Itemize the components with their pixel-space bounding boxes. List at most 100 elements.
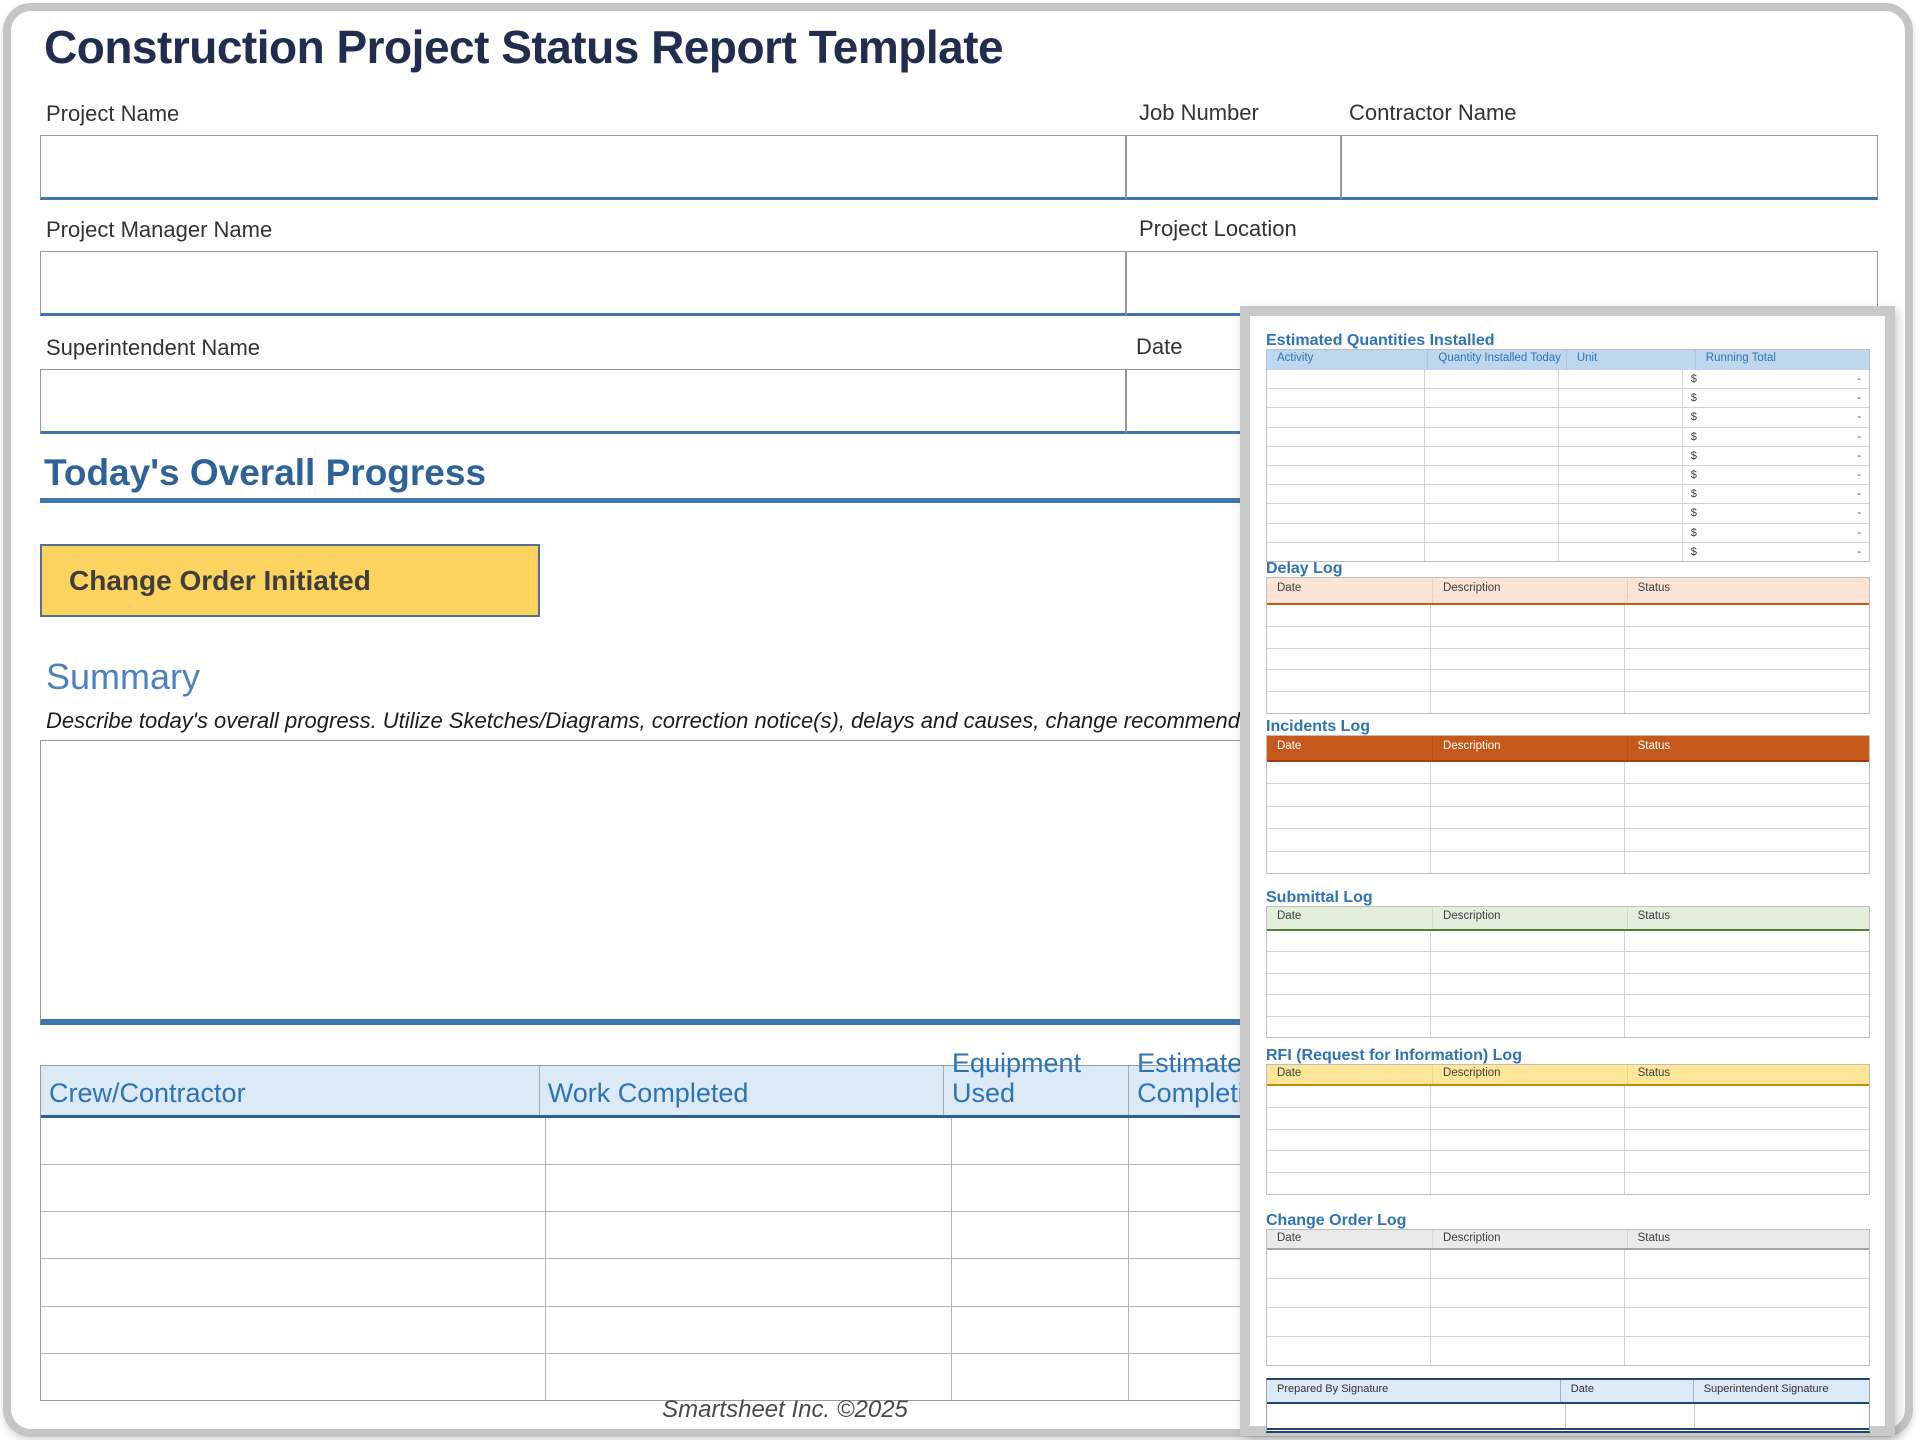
table-cell[interactable] <box>1559 427 1683 446</box>
table-cell[interactable] <box>1431 806 1626 829</box>
table-cell[interactable] <box>1625 605 1869 626</box>
table-cell[interactable] <box>1625 1130 1869 1151</box>
table-cell[interactable] <box>1425 542 1559 561</box>
table-cell[interactable] <box>1267 370 1425 389</box>
table-cell[interactable] <box>1267 605 1432 626</box>
table-cell[interactable] <box>1625 692 1869 713</box>
table-cell[interactable] <box>1559 446 1683 465</box>
table-cell[interactable]: $ - <box>1683 543 1869 561</box>
table-cell[interactable] <box>1267 1250 1432 1278</box>
table-cell[interactable] <box>1559 408 1683 427</box>
table-cell[interactable] <box>1431 1173 1626 1194</box>
table-cell[interactable]: $ - <box>1683 504 1869 522</box>
table-cell[interactable] <box>1559 504 1683 523</box>
table-cell[interactable] <box>1625 931 1869 951</box>
table-cell[interactable] <box>1625 829 1869 850</box>
table-cell[interactable] <box>1431 626 1626 648</box>
table-cell[interactable] <box>1431 1107 1626 1129</box>
table-cell[interactable] <box>1559 465 1683 485</box>
table-cell[interactable] <box>1431 973 1626 995</box>
table-cell[interactable] <box>1625 762 1869 783</box>
table-cell[interactable] <box>1431 605 1626 626</box>
table-cell[interactable] <box>1625 1337 1869 1365</box>
table-cell[interactable] <box>1625 807 1869 828</box>
table-cell[interactable] <box>1431 1151 1626 1173</box>
table-cell[interactable] <box>1431 952 1626 973</box>
table-cell[interactable] <box>1431 1129 1626 1151</box>
table-cell[interactable] <box>1267 1151 1432 1173</box>
table-cell[interactable] <box>41 1212 546 1259</box>
table-cell[interactable] <box>952 1353 1129 1400</box>
table-cell[interactable] <box>1625 1279 1869 1307</box>
table-cell[interactable] <box>1625 974 1869 994</box>
table-cell[interactable] <box>1267 408 1425 427</box>
table-cell[interactable] <box>1431 829 1626 851</box>
table-cell[interactable] <box>546 1259 952 1306</box>
table-cell[interactable] <box>546 1118 952 1165</box>
table-cell[interactable] <box>1267 973 1432 995</box>
table-cell[interactable] <box>1267 829 1432 851</box>
table-cell[interactable]: $ - <box>1683 524 1869 542</box>
table-cell[interactable] <box>1559 542 1683 561</box>
table-cell[interactable] <box>1267 504 1425 523</box>
job-number-input[interactable] <box>1126 135 1341 200</box>
table-cell[interactable]: $ - <box>1683 370 1869 388</box>
table-cell[interactable] <box>1267 784 1432 806</box>
table-cell[interactable] <box>1267 648 1432 670</box>
table-cell[interactable] <box>546 1353 952 1400</box>
table-cell[interactable] <box>41 1118 546 1165</box>
table-cell[interactable] <box>1267 485 1425 504</box>
table-cell[interactable] <box>1267 670 1432 692</box>
table-cell[interactable] <box>1267 931 1432 952</box>
table-cell[interactable] <box>1267 1086 1432 1107</box>
table-cell[interactable] <box>1431 1016 1626 1037</box>
table-cell[interactable] <box>1267 1107 1432 1129</box>
table-cell[interactable] <box>1267 465 1425 485</box>
table-cell[interactable] <box>1267 806 1432 829</box>
table-cell[interactable] <box>1431 1337 1626 1365</box>
table-cell[interactable] <box>1625 1308 1869 1336</box>
table-cell[interactable]: $ - <box>1683 428 1869 446</box>
table-cell[interactable] <box>1431 692 1626 713</box>
change-order-initiated-badge[interactable]: Change Order Initiated <box>40 544 540 617</box>
table-cell[interactable]: $ - <box>1683 408 1869 426</box>
table-cell[interactable] <box>1625 670 1869 691</box>
table-cell[interactable] <box>546 1306 952 1353</box>
superintendent-name-input[interactable] <box>40 369 1126 434</box>
table-cell[interactable] <box>1431 931 1626 952</box>
table-cell[interactable] <box>1559 485 1683 504</box>
table-cell[interactable] <box>1559 523 1683 542</box>
table-cell[interactable] <box>1559 370 1683 389</box>
table-cell[interactable] <box>41 1353 546 1400</box>
table-cell[interactable] <box>952 1165 1129 1212</box>
table-cell[interactable] <box>1625 1017 1869 1037</box>
table-cell[interactable] <box>1431 1279 1626 1307</box>
table-cell[interactable] <box>1431 648 1626 670</box>
table-cell[interactable] <box>1267 1129 1432 1151</box>
table-cell[interactable] <box>1267 1279 1432 1307</box>
table-cell[interactable] <box>1267 427 1425 446</box>
table-cell[interactable] <box>1431 1250 1626 1278</box>
table-cell[interactable] <box>1425 427 1559 446</box>
table-cell[interactable] <box>952 1259 1129 1306</box>
table-cell[interactable] <box>1625 1108 1869 1129</box>
table-cell[interactable] <box>952 1306 1129 1353</box>
table-cell[interactable]: $ - <box>1683 485 1869 503</box>
table-cell[interactable] <box>41 1259 546 1306</box>
table-cell[interactable] <box>1425 523 1559 542</box>
table-cell[interactable] <box>1425 389 1559 408</box>
table-cell[interactable]: $ - <box>1683 389 1869 407</box>
table-cell[interactable]: $ - <box>1683 447 1869 465</box>
table-cell[interactable] <box>1267 851 1432 873</box>
table-cell[interactable] <box>1425 446 1559 465</box>
table-cell[interactable] <box>952 1212 1129 1259</box>
table-cell[interactable] <box>1431 1086 1626 1107</box>
table-cell[interactable] <box>952 1118 1129 1165</box>
superintendent-signature-cell[interactable] <box>1695 1404 1869 1428</box>
table-cell[interactable] <box>1267 952 1432 973</box>
table-cell[interactable] <box>1267 1308 1432 1336</box>
table-cell[interactable] <box>1425 485 1559 504</box>
table-cell[interactable] <box>1625 1250 1869 1278</box>
table-cell[interactable] <box>1267 389 1425 408</box>
signature-date-cell[interactable] <box>1566 1404 1695 1428</box>
